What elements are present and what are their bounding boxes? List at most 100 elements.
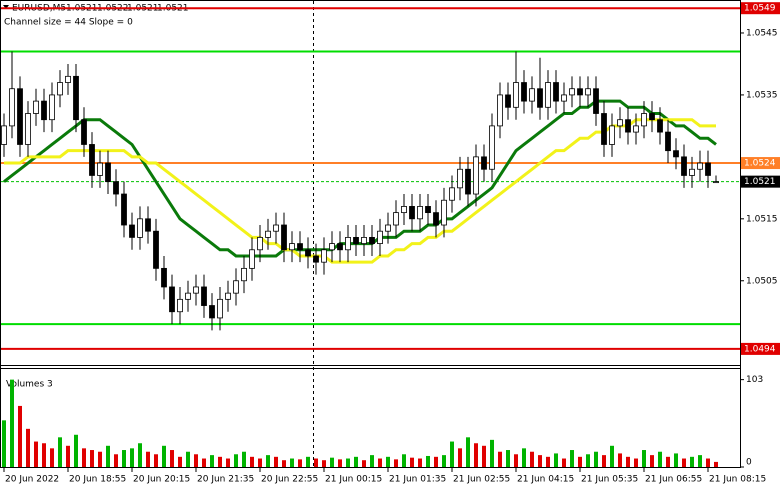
candle-body <box>457 168 463 189</box>
candle-body <box>497 94 503 127</box>
volume-bar <box>370 455 374 467</box>
candle-body <box>73 75 79 121</box>
candle-body <box>689 168 695 176</box>
volume-bar <box>570 450 574 467</box>
volume-bar <box>26 428 30 467</box>
candle-body <box>49 94 55 121</box>
volume-bar <box>90 450 94 467</box>
candle-body <box>209 305 215 319</box>
y-tick-label: 103 <box>746 375 763 385</box>
volume-bar <box>474 443 478 467</box>
candle-body <box>353 236 359 244</box>
x-tick-label: 21 Jun 05:35 <box>581 475 638 485</box>
x-tick-label: 21 Jun 02:55 <box>453 475 510 485</box>
y-tick-label: 1.0505 <box>746 276 778 286</box>
price-tag-label: 1.0524 <box>744 159 776 169</box>
candle-body <box>97 162 103 176</box>
volume-bar <box>410 457 414 467</box>
candle-body <box>369 236 375 244</box>
symbol-icon <box>3 5 9 9</box>
candle-body <box>377 230 383 244</box>
candle-body <box>617 119 623 127</box>
candle-body <box>161 267 167 288</box>
volume-bar <box>298 459 302 467</box>
candle-body <box>321 249 327 263</box>
frame <box>0 0 741 468</box>
volume-bar <box>666 456 670 467</box>
volume-bar <box>18 405 22 467</box>
volume-bar <box>674 453 678 467</box>
volume-bar <box>530 451 534 467</box>
volume-bar <box>338 459 342 467</box>
volume-bar <box>234 454 238 467</box>
candle-body <box>201 286 207 306</box>
volume-bar <box>346 458 350 467</box>
candle-body <box>529 88 535 102</box>
candle-body <box>417 206 423 220</box>
candle-body <box>89 144 95 176</box>
price-tag <box>741 342 780 355</box>
volume-bar <box>434 456 438 467</box>
x-tick-label: 21 Jun 06:55 <box>645 475 702 485</box>
volume-bar <box>514 454 518 467</box>
x-tick-label: 20 Jun 18:55 <box>69 475 126 485</box>
volume-bar <box>506 450 510 467</box>
candle-body <box>393 212 399 226</box>
volume-bar <box>258 458 262 467</box>
candle-body <box>289 243 295 251</box>
candle-body <box>345 236 351 251</box>
candle-body <box>233 280 239 294</box>
candle-body <box>537 88 543 108</box>
candle-body <box>561 94 567 102</box>
x-tick-label: 20 Jun 21:35 <box>197 475 254 485</box>
y-tick-label: 0 <box>746 458 752 468</box>
volume-bar <box>106 445 110 467</box>
candle-body <box>425 206 431 214</box>
volume-bar <box>386 456 390 467</box>
candle-body <box>81 119 87 145</box>
candle-body <box>585 88 591 96</box>
volume-bar <box>178 456 182 467</box>
candle-body <box>401 206 407 214</box>
volume-bar <box>418 458 422 467</box>
volume-bar <box>330 457 334 467</box>
volume-bar <box>690 456 694 467</box>
volume-bar <box>586 454 590 467</box>
volume-bar <box>538 455 542 467</box>
candle-body <box>441 199 447 226</box>
candle-body <box>697 162 703 170</box>
channel-label: Channel size = 44 Slope = 0 <box>4 18 133 28</box>
price-tag <box>741 157 780 170</box>
volume-bar <box>322 460 326 467</box>
candle-body <box>641 113 647 127</box>
y-tick-label: 1.0545 <box>746 28 778 38</box>
candle-body <box>57 82 63 96</box>
x-tick-label: 21 Jun 04:15 <box>517 475 574 485</box>
candle-body <box>177 298 183 313</box>
candle-body <box>305 249 311 257</box>
candle-body <box>265 230 271 238</box>
candle-body <box>129 224 135 238</box>
volume-bar <box>426 455 430 467</box>
volume-bar <box>146 451 150 467</box>
volume-bar <box>522 448 526 467</box>
volume-bar <box>34 441 38 467</box>
volume-title: Volumes 3 <box>6 380 53 390</box>
candle-body <box>145 218 151 232</box>
candle-body <box>281 224 287 251</box>
candle-body <box>449 187 455 201</box>
candle-body <box>513 82 519 108</box>
candle-body <box>385 224 391 232</box>
volume-bar <box>10 379 14 467</box>
volume-bar <box>650 455 654 467</box>
candle-body <box>625 119 631 133</box>
candle-body <box>113 181 119 195</box>
volume-bar <box>498 451 502 467</box>
y-tick-label: 1.0535 <box>746 90 778 100</box>
volume-bar <box>354 456 358 467</box>
candle-body <box>225 292 231 300</box>
candle-body <box>361 236 367 244</box>
x-tick-label: 20 Jun 2022 <box>5 475 59 485</box>
candle-body <box>273 224 279 232</box>
volume-bar <box>274 456 278 467</box>
